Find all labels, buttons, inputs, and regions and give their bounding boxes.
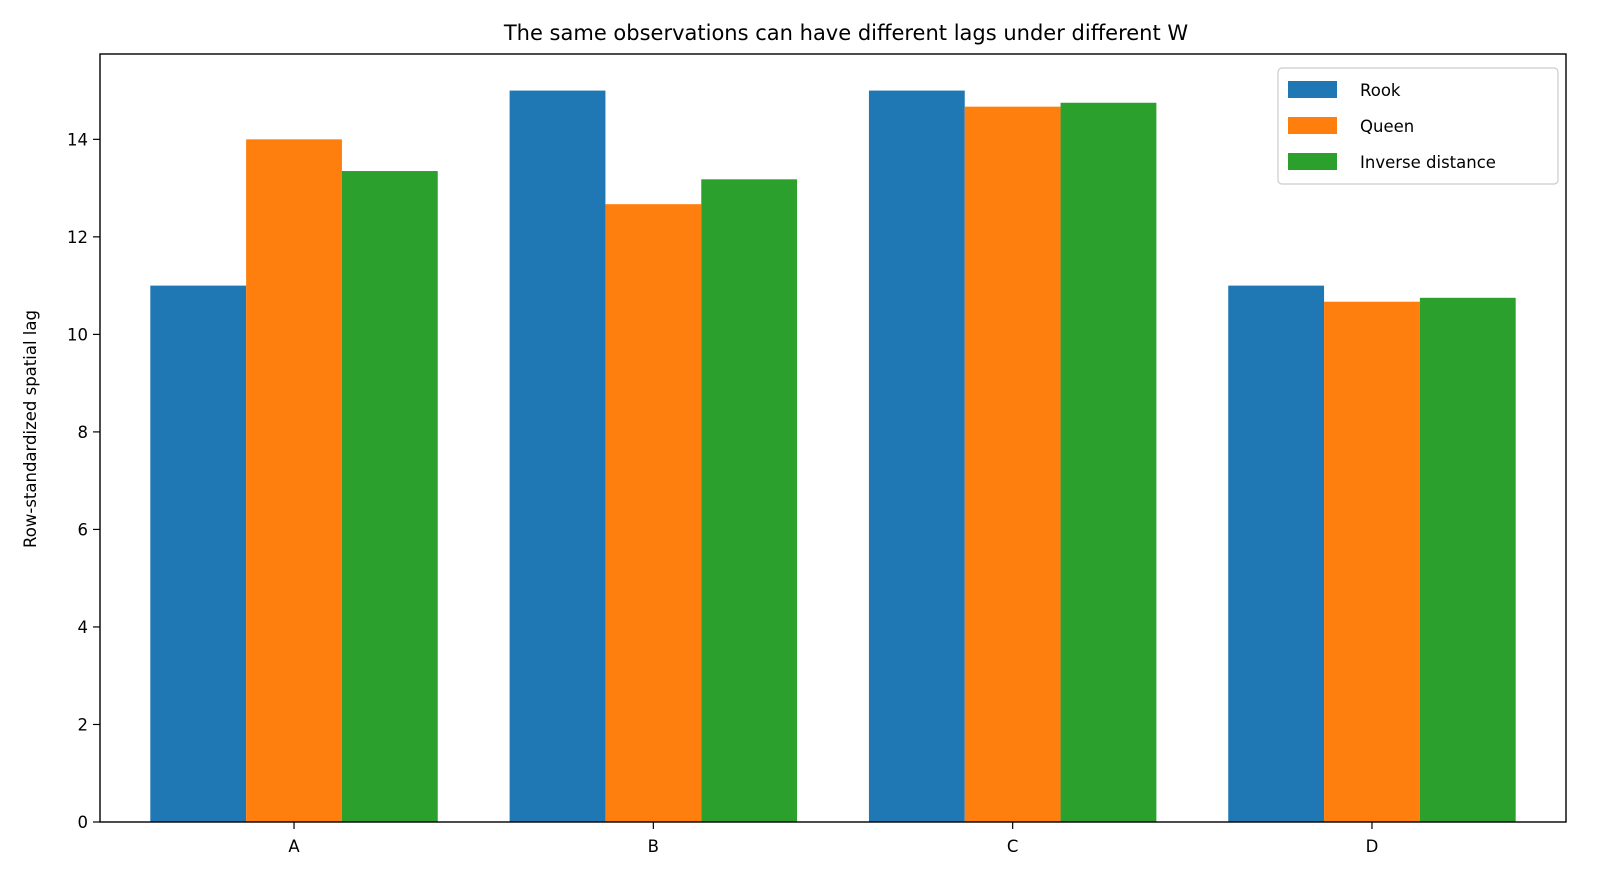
bar-queen-c (964, 106, 1061, 823)
bar-rook-c (868, 90, 965, 823)
legend-box (1277, 67, 1559, 185)
y-tick-label: 14 (67, 130, 88, 149)
bar-inverse-distance-b (701, 179, 798, 822)
bars-layer (150, 90, 1516, 823)
bar-queen-b (605, 204, 702, 823)
bar-inverse-distance-c (1060, 102, 1157, 822)
y-tick-label: 12 (67, 228, 88, 247)
bar-queen-d (1324, 301, 1420, 823)
bar-queen-a (246, 139, 342, 823)
x-tick-label: A (288, 837, 300, 856)
x-tick-label: C (1007, 837, 1019, 856)
bar-rook-d (1228, 285, 1325, 823)
bar-inverse-distance-a (341, 171, 438, 822)
x-tick-label: D (1366, 837, 1379, 856)
x-tick-label: B (648, 837, 659, 856)
bar-rook-b (509, 90, 606, 823)
plot-frame (99, 53, 1567, 823)
y-tick-label: 10 (67, 325, 88, 344)
y-tick-label: 2 (78, 715, 89, 734)
y-axis-label: Row-standardized spatial lag (21, 310, 40, 548)
legend-label: Inverse distance (1360, 153, 1496, 172)
y-axis-ticks: 0 2 4 6 8 10 12 14 (67, 130, 100, 832)
bar-rook-a (150, 285, 247, 823)
x-axis-ticks: A B C D (288, 822, 1378, 856)
y-tick-label: 8 (78, 423, 89, 442)
legend-swatch (1288, 81, 1337, 98)
bar-inverse-distance-d (1419, 297, 1516, 822)
y-tick-label: 0 (78, 813, 89, 832)
legend-swatch (1288, 153, 1337, 170)
legend-label: Rook (1360, 81, 1401, 100)
legend: Rook Queen Inverse distance (1277, 67, 1559, 185)
legend-swatch (1288, 117, 1337, 134)
legend-label: Queen (1360, 117, 1414, 136)
y-tick-label: 4 (78, 618, 89, 637)
chart-title: The same observations can have different… (503, 21, 1189, 45)
y-tick-label: 6 (78, 520, 89, 539)
